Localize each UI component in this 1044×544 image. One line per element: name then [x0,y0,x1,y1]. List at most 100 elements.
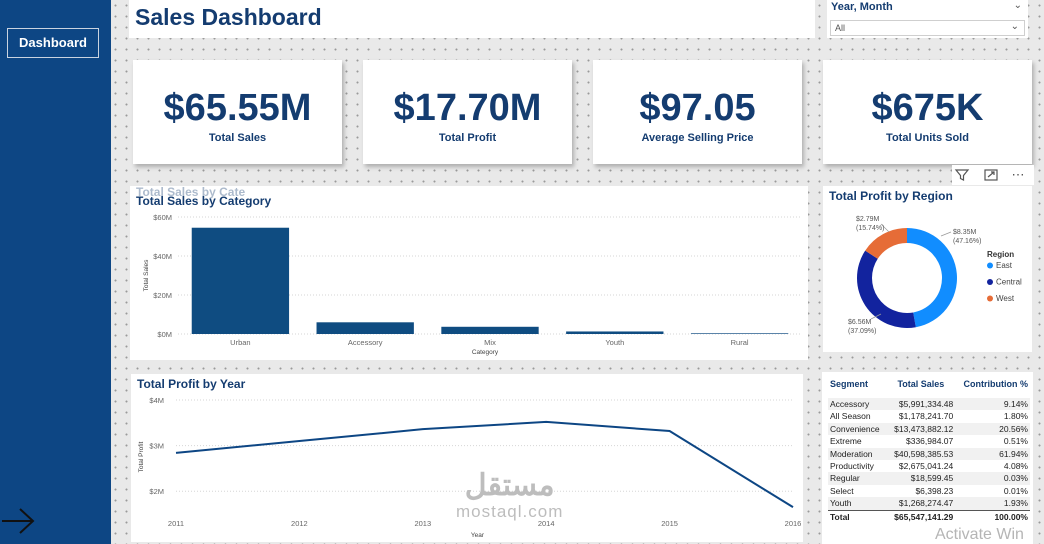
table-row[interactable]: Youth $1,268,274.47 1.93% [828,497,1030,511]
table-cell: Moderation [828,447,887,461]
chevron-down-icon[interactable]: ⌄ [1010,21,1019,32]
table-cell: $6,398.23 [915,485,954,496]
legend-title: Region [987,250,1014,259]
table-cell: 0.03% [955,472,1030,485]
kpi-card-total-units-sold[interactable]: $675K Total Units Sold [823,60,1032,164]
legend-label: West [996,294,1015,303]
focus-mode-icon[interactable] [981,165,1001,185]
table-cell: 1.80% [1003,411,1028,422]
table-row[interactable]: Moderation $40,598,385.53 61.94% [828,447,1030,461]
table-row[interactable]: Select $6,398.23 0.01% [828,485,1030,497]
table-row[interactable]: All Season $1,178,241.70 1.80% [828,410,1030,422]
donut-slice [857,250,916,328]
table-header-row: Segment Total Sales Contribution % [828,377,1030,398]
watermark: مستقل mostaql.com [456,470,563,522]
x-axis-label: Category [472,349,499,356]
kpi-value: $675K [871,87,984,129]
chevron-down-icon[interactable]: ⌄ [1013,0,1022,11]
column-header[interactable]: Total Sales [897,379,945,389]
table-cell: 4.08% [1003,461,1028,472]
table-cell: 0.51% [1003,436,1028,447]
slice-percent-label: (37.09%) [848,328,876,335]
title-bar: Sales Dashboard [129,0,815,38]
y-tick-label: $4M [149,396,164,405]
bar [191,227,290,334]
table-cell: Regular [828,472,887,485]
x-tick-label: Mix [484,338,496,347]
kpi-label: Total Units Sold [886,132,969,144]
x-tick-label: Rural [731,338,749,347]
column-header[interactable]: Contribution % [963,379,1029,389]
table-cell: Productivity [830,461,874,472]
sidebar: Dashboard [0,0,111,544]
leader-line [940,231,952,237]
leader-line [870,313,882,320]
bar [566,331,664,334]
page-title: Sales Dashboard [135,4,322,30]
year-month-slicer[interactable]: Year, Month ⌄ All ⌄ [827,0,1028,38]
y-tick-label: $0M [157,330,172,339]
kpi-value: $17.70M [393,87,542,129]
x-tick-label: 2014 [538,519,555,528]
kpi-card-total-profit[interactable]: $17.70M Total Profit [363,60,572,164]
donut-slice [907,228,957,328]
table-cell: $336,984.07 [905,436,954,447]
kpi-card-average-selling-price[interactable]: $97.05 Average Selling Price [593,60,802,164]
kpi-card-total-sales[interactable]: $65.55M Total Sales [133,60,342,164]
x-tick-label: 2016 [785,519,802,528]
bar [316,322,414,334]
column-header[interactable]: Segment [830,379,869,389]
table-cell: Accessory [828,398,887,411]
leader-line [880,223,890,233]
profit-by-region-panel: Total Profit by Region $8.35M (47.16%) $6.… [823,186,1032,352]
legend-marker [987,295,993,302]
x-tick-label: 2013 [414,519,431,528]
y-axis-label: Total Sales [143,259,150,292]
table-cell: Select [830,485,854,496]
table-row[interactable]: Extreme $336,984.07 0.51% [828,435,1030,447]
table-cell: 0.01% [1003,485,1028,496]
slicer-dropdown[interactable]: All ⌄ [830,20,1025,36]
table-cell: $2,675,041.24 [898,461,954,472]
kpi-label: Total Sales [208,132,267,144]
table-cell: Convenience [828,422,887,436]
y-tick-label: $2M [149,487,164,496]
arrow-right-icon[interactable] [0,505,36,537]
more-options-icon[interactable]: ⋯ [1011,167,1025,182]
slice-percent-label: (47.16%) [953,238,981,245]
kpi-value: $65.55M [163,87,312,129]
nav-dashboard-button[interactable]: Dashboard [7,28,99,58]
profit-by-region-chart: $8.35M (47.16%) $6.56M (37.09%) $2.79M (15.74… [848,216,1022,335]
slice-value-label: $8.35M [953,229,977,236]
segment-table: Segment Total Sales Contribution % Acces… [828,377,1030,524]
donut-slice [865,228,907,259]
table-row[interactable]: Regular $18,599.45 0.03% [828,472,1030,485]
y-axis-label: Total Profit [138,441,145,472]
filter-icon[interactable] [952,165,972,185]
table-cell: 61.94% [955,447,1030,461]
profit-by-year-panel: Total Profit by Year $2M $3M $4M 2011 2012 20… [131,374,803,542]
slice-percent-label: (15.74%) [856,225,884,232]
activate-windows-overlay: Activate Win [935,526,1024,543]
slice-value-label: $6.56M [848,319,872,326]
y-tick-label: $3M [149,442,164,451]
chart-title: Total Profit by Year [137,377,246,391]
x-tick-label: 2012 [291,519,308,528]
slicer-title: Year, Month [831,1,893,13]
chart-title: Total Sales by Category [136,194,272,208]
table-cell: $65,547,141.29 [886,509,956,524]
table-row[interactable]: Productivity $2,675,041.24 4.08% [828,460,1030,472]
table-row[interactable]: Accessory $5,991,334.48 9.14% [828,398,1030,411]
kpi-value: $97.05 [639,87,756,129]
y-tick-label: $20M [153,291,172,300]
table-cell: Extreme [830,436,862,447]
table-cell: $5,991,334.48 [886,398,956,411]
table-cell: $13,473,882.12 [886,422,956,436]
table-cell: 9.14% [955,398,1030,411]
slice-value-label: $2.79M [856,216,880,223]
legend-marker [987,262,993,269]
legend-label: Central [996,278,1022,287]
table-row[interactable]: Convenience $13,473,882.12 20.56% [828,422,1030,436]
bar [690,333,789,334]
table-cell: $1,178,241.70 [898,411,954,422]
